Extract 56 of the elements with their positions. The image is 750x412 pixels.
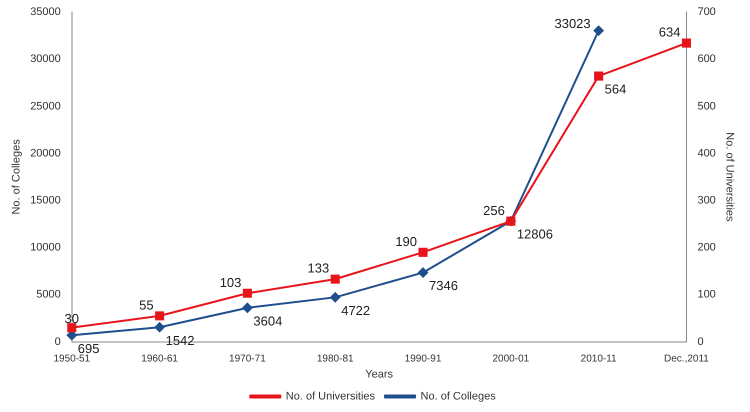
point <box>418 248 428 257</box>
data-label: 4722 <box>341 302 370 318</box>
y-tick-label: 30000 <box>30 53 61 66</box>
point <box>330 292 340 302</box>
data-label: 30 <box>64 311 80 326</box>
point <box>594 72 604 81</box>
data-label: 695 <box>78 340 100 356</box>
data-label: 12806 <box>516 226 553 242</box>
y2-tick-label: 0 <box>697 336 704 348</box>
data-label: 256 <box>483 202 505 218</box>
data-label: 7346 <box>429 278 458 294</box>
x-tick-label: 1950-51 <box>53 354 91 365</box>
point <box>594 26 604 36</box>
y2-tick-label: 100 <box>697 288 716 301</box>
y-axis-title: No. of Colleges <box>10 138 23 215</box>
y2-tick-label: 500 <box>697 100 716 112</box>
point <box>67 323 76 332</box>
data-label: 634 <box>658 24 680 40</box>
x-tick-label: 1970-71 <box>229 354 266 365</box>
y-tick-label: 20000 <box>30 147 61 160</box>
point <box>418 268 428 278</box>
y-tick-label: 35000 <box>30 6 61 18</box>
data-label: 1542 <box>166 332 195 348</box>
y-tick-label: 0 <box>54 336 61 348</box>
x-tick-label: Dec.,2011 <box>664 354 710 365</box>
data-label: 564 <box>604 82 626 97</box>
y-tick-label: 15000 <box>30 194 61 206</box>
x-tick-label: 1960-61 <box>141 354 178 365</box>
data-label: 190 <box>395 234 418 249</box>
data-label: 33023 <box>554 16 591 32</box>
data-label: 3604 <box>253 313 282 328</box>
y-tick-label: 5000 <box>36 288 61 301</box>
point <box>154 322 165 332</box>
data-label: 103 <box>220 274 242 290</box>
data-label: 133 <box>308 260 330 276</box>
legend-label: No. of Universities <box>286 390 376 403</box>
legend-label: No. of Colleges <box>420 390 496 403</box>
y2-tick-label: 300 <box>697 194 716 206</box>
x-tick-label: 1990-91 <box>404 354 442 365</box>
y2-axis-title: No. of Universities <box>723 132 736 222</box>
x-tick-label: 2000-01 <box>492 354 530 365</box>
y2-tick-label: 200 <box>697 242 716 254</box>
y2-tick-label: 600 <box>697 53 716 66</box>
y2-tick-label: 400 <box>697 147 716 160</box>
x-tick-label: 1980-81 <box>316 354 354 365</box>
point <box>242 288 252 298</box>
point <box>682 38 691 48</box>
y-tick-label: 10000 <box>30 242 61 254</box>
y-tick-label: 25000 <box>30 100 61 112</box>
x-tick-label: 2010-11 <box>580 354 618 365</box>
x-axis-title: Years <box>365 368 394 380</box>
point <box>330 274 340 284</box>
point <box>242 302 252 313</box>
point <box>155 311 164 320</box>
y2-tick-label: 700 <box>697 6 716 18</box>
data-label: 55 <box>139 297 154 312</box>
